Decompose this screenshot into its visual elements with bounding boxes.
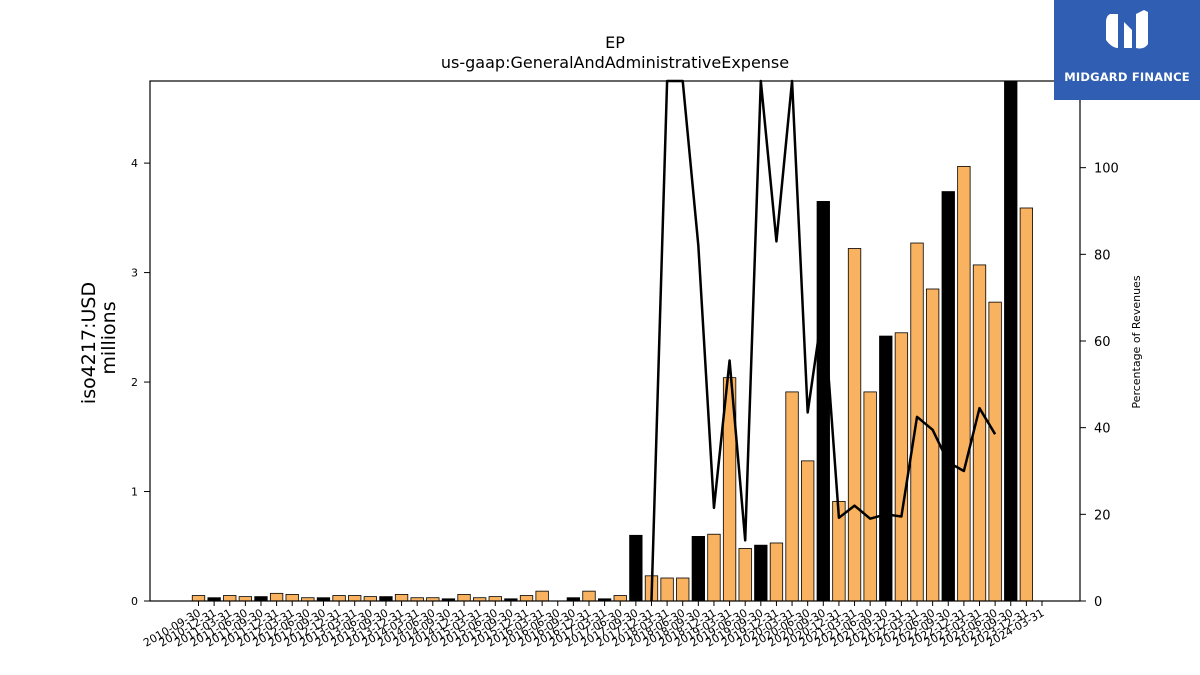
y2-axis-ticks: 0 20 40 60 80 100 xyxy=(1080,162,1119,610)
bar-2019-12-31 xyxy=(769,542,784,602)
bar-2023-09-30 xyxy=(1004,80,1018,602)
y-axis-ticks: 0 1 2 3 4 xyxy=(131,157,150,608)
bar-2019-06-30 xyxy=(738,548,752,602)
revenue-ratio-line xyxy=(650,79,997,602)
bar-2018-06-30 xyxy=(676,577,690,602)
bar-2016-03-31 xyxy=(535,590,549,602)
y2-tick-label: 20 xyxy=(1094,508,1111,523)
bar-2018-12-31 xyxy=(707,533,721,602)
bar-2013-09-30 xyxy=(379,596,393,602)
bar-2021-12-31 xyxy=(894,332,909,602)
plot-frame xyxy=(149,80,1081,602)
bar-2016-12-31 xyxy=(582,590,596,602)
y2-tick-label: 100 xyxy=(1094,162,1119,177)
bar-2020-09-30 xyxy=(816,201,830,602)
bar-2020-03-31 xyxy=(785,391,799,602)
y2-tick-label: 80 xyxy=(1094,248,1111,263)
logo-mark-icon xyxy=(1106,10,1148,49)
y2-tick-label: 60 xyxy=(1094,335,1111,350)
y-axis-label-units: millions xyxy=(98,301,120,374)
bar-2018-09-30 xyxy=(691,536,705,602)
bar-2014-12-31 xyxy=(457,594,471,602)
bar-2011-03-31 xyxy=(223,595,237,602)
y-tick-label: 3 xyxy=(131,267,138,280)
y-axis-label: iso4217:USD xyxy=(78,282,100,404)
bar-2022-06-30 xyxy=(925,288,940,602)
y2-tick-label: 0 xyxy=(1094,595,1102,610)
bar-2013-12-31 xyxy=(394,594,409,602)
y-tick-label: 0 xyxy=(131,595,138,608)
bar-2023-12-31 xyxy=(1019,207,1034,602)
bar-2013-03-31 xyxy=(348,595,362,602)
y2-tick-label: 40 xyxy=(1094,422,1111,437)
bar-2022-12-31 xyxy=(957,165,971,602)
bar-2020-06-30 xyxy=(801,460,815,602)
bar-2011-12-31 xyxy=(269,592,284,602)
y-tick-label: 2 xyxy=(131,376,138,389)
bar-2015-12-31 xyxy=(519,595,534,602)
y-tick-label: 1 xyxy=(131,486,138,499)
bar-2022-09-30 xyxy=(941,191,955,602)
bar-2015-06-30 xyxy=(488,596,502,602)
bar-2021-03-31 xyxy=(847,248,862,602)
bar-series xyxy=(191,80,1034,602)
bar-2023-06-30 xyxy=(988,301,1002,602)
x-axis-ticks: 2010-09-302010-12-312011-03-312011-06-30… xyxy=(141,601,1046,650)
bar-2011-09-30 xyxy=(254,596,268,602)
bar-2011-06-30 xyxy=(238,596,253,602)
bar-2017-09-30 xyxy=(629,534,643,602)
bar-2012-12-31 xyxy=(332,595,346,602)
logo-text: MIDGARD FINANCE xyxy=(1064,70,1190,84)
bar-2017-06-30 xyxy=(613,595,627,602)
bar-2018-03-31 xyxy=(660,577,674,602)
y-tick-label: 4 xyxy=(131,157,138,170)
bar-2012-03-31 xyxy=(285,594,299,602)
chart-title: EP xyxy=(605,33,625,52)
bar-2021-09-30 xyxy=(879,335,893,602)
y2-axis-label: Percentage of Revenues xyxy=(1130,275,1143,408)
brand-logo: MIDGARD FINANCE xyxy=(1054,0,1200,100)
bar-2010-09-30 xyxy=(191,595,206,602)
bar-2019-09-30 xyxy=(754,544,768,602)
bar-2023-03-31 xyxy=(972,264,987,602)
bar-2013-06-30 xyxy=(363,596,377,602)
bar-2021-06-30 xyxy=(863,391,877,602)
chart-subtitle: us-gaap:GeneralAndAdministrativeExpense xyxy=(441,53,789,72)
